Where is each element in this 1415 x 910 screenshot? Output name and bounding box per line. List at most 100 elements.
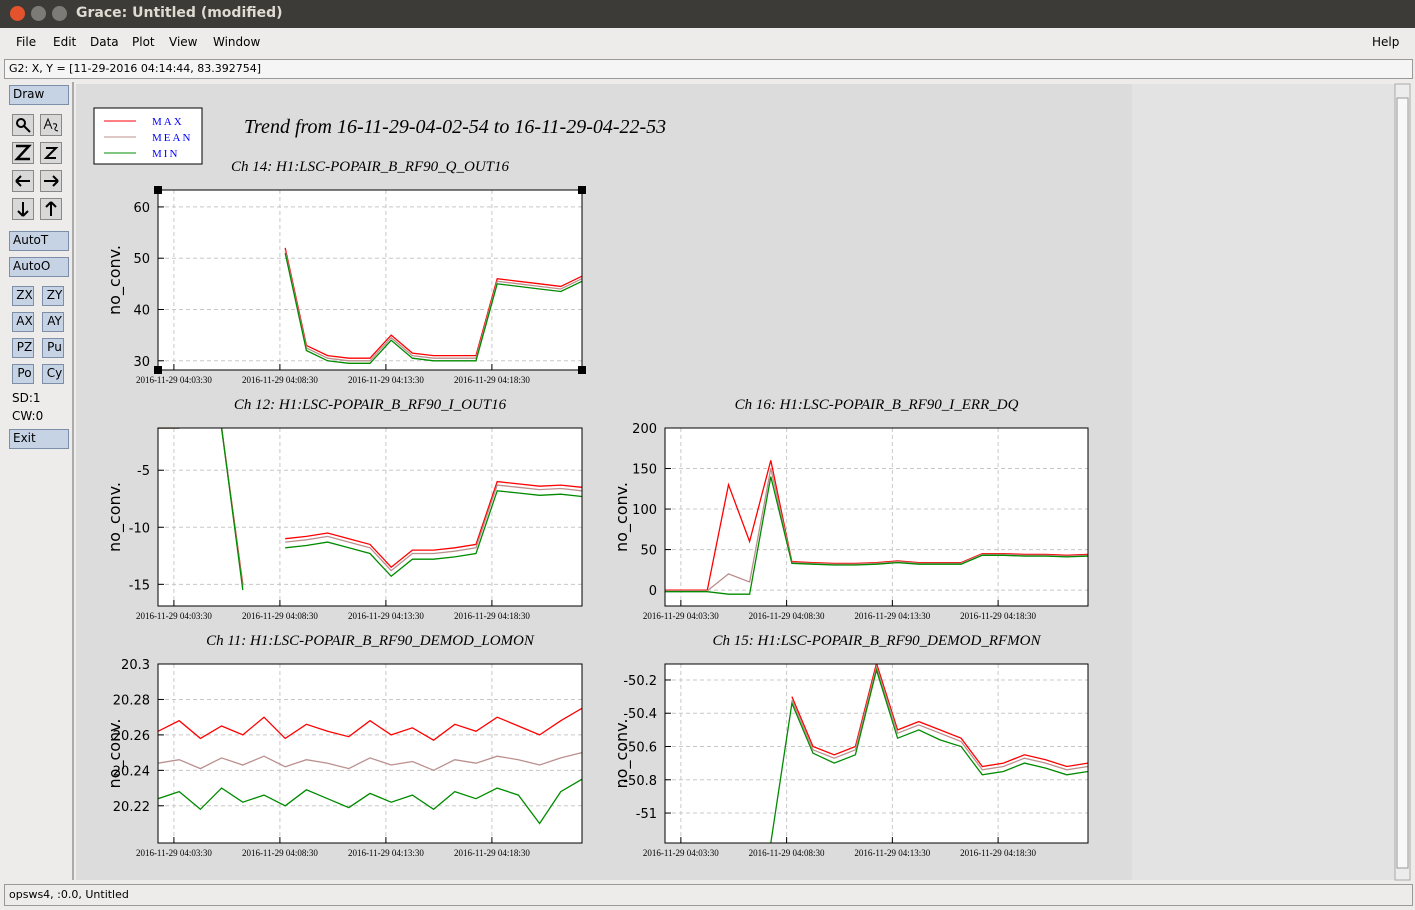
- ay-button[interactable]: AY: [42, 312, 64, 332]
- y-axis-label: no_conv.: [612, 482, 632, 552]
- canvas: Trend from 16-11-29-04-02-54 to 16-11-29…: [93, 83, 1411, 881]
- chart-title: Ch 16: H1:LSC-POPAIR_B_RF90_I_ERR_DQ: [735, 397, 1019, 413]
- y-tick-label: 50: [640, 544, 657, 559]
- zoom-small-button[interactable]: [40, 142, 62, 164]
- y-tick-label: 40: [133, 303, 150, 318]
- po-button[interactable]: Po: [12, 364, 34, 384]
- plot-frame: [664, 663, 1089, 844]
- autot-button[interactable]: AutoT: [9, 231, 69, 251]
- selection-handle: [578, 366, 586, 374]
- y-tick-label: -50.8: [623, 774, 657, 789]
- scroll-down[interactable]: [12, 198, 34, 220]
- x-tick-label: 2016-11-29 04:08:30: [749, 611, 825, 621]
- minimize-button[interactable]: [31, 6, 46, 21]
- main-title: Trend from 16-11-29-04-02-54 to 16-11-29…: [244, 116, 666, 138]
- pu-button[interactable]: Pu: [42, 338, 64, 358]
- plot-area: [158, 428, 582, 606]
- series-line: [158, 778, 582, 825]
- title-bar: Grace: Untitled (modified): [0, 0, 1415, 28]
- zx-button[interactable]: ZX: [12, 286, 34, 306]
- x-tick-label: 2016-11-29 04:03:30: [136, 375, 212, 385]
- x-tick-label: 2016-11-29 04:03:30: [136, 848, 212, 858]
- chart-title: Ch 11: H1:LSC-POPAIR_B_RF90_DEMOD_LOMON: [206, 633, 535, 649]
- plot-frame: [157, 189, 583, 371]
- y-tick-label: 150: [632, 463, 657, 478]
- autoscale-button[interactable]: [12, 142, 34, 164]
- y-tick-label: 0: [649, 584, 657, 599]
- cw-label: CW:0: [12, 409, 44, 423]
- exit-button[interactable]: Exit: [9, 429, 69, 449]
- selection-handle: [154, 366, 162, 374]
- sd-label: SD:1: [12, 391, 41, 405]
- selection-handle: [578, 186, 586, 194]
- chart-title: Ch 12: H1:LSC-POPAIR_B_RF90_I_OUT16: [234, 397, 507, 413]
- y-tick-label: -50.6: [623, 741, 657, 756]
- y-axis-label: no_conv.: [105, 245, 125, 315]
- y-tick-label: 20.26: [113, 729, 150, 744]
- text-button[interactable]: [40, 114, 62, 136]
- x-tick-label: 2016-11-29 04:13:30: [348, 848, 424, 858]
- plot-area: [158, 190, 582, 370]
- selection-handle: [154, 186, 162, 194]
- x-tick-label: 2016-11-29 04:03:30: [136, 611, 212, 621]
- x-tick-label: 2016-11-29 04:18:30: [454, 848, 530, 858]
- y-tick-label: 50: [133, 252, 150, 267]
- legend-box: [93, 107, 203, 165]
- scroll-left[interactable]: [12, 170, 34, 192]
- window-title: Grace: Untitled (modified): [76, 5, 283, 21]
- x-tick-label: 2016-11-29 04:18:30: [960, 848, 1036, 858]
- series-line: [770, 667, 1088, 843]
- cy-button[interactable]: Cy: [42, 364, 64, 384]
- menu-bar: File Edit Data Plot View Window Help: [0, 28, 1415, 56]
- y-tick-label: 200: [632, 422, 657, 437]
- menu-window[interactable]: Window: [213, 35, 261, 49]
- autoo-button[interactable]: AutoO: [9, 257, 69, 277]
- menu-view[interactable]: View: [169, 35, 198, 49]
- series-line: [665, 468, 1088, 592]
- plot-frame: [157, 663, 583, 844]
- series-line: [284, 247, 582, 359]
- y-tick-label: 20.24: [113, 764, 150, 779]
- series-line: [158, 707, 582, 741]
- draw-button[interactable]: Draw: [9, 85, 69, 105]
- legend-label: MEAN: [152, 132, 192, 144]
- scroll-up[interactable]: [40, 198, 62, 220]
- scroll-right[interactable]: [40, 170, 62, 192]
- x-tick-label: 2016-11-29 04:08:30: [749, 848, 825, 858]
- x-tick-label: 2016-11-29 04:18:30: [454, 375, 530, 385]
- ax-button[interactable]: AX: [12, 312, 34, 332]
- pz-button[interactable]: PZ: [12, 338, 34, 358]
- y-tick-label: -15: [129, 578, 150, 593]
- menu-help[interactable]: Help: [1372, 35, 1400, 49]
- menu-data[interactable]: Data: [90, 35, 119, 49]
- y-tick-label: -51: [636, 807, 657, 822]
- y-tick-label: 20.22: [113, 800, 150, 815]
- y-tick-label: 100: [632, 503, 657, 518]
- zoom-button[interactable]: [12, 114, 34, 136]
- chart-title: Ch 15: H1:LSC-POPAIR_B_RF90_DEMOD_RFMON: [712, 633, 1041, 649]
- series-line: [665, 460, 1088, 591]
- status-bar: opsws4, :0.0, Untitled: [4, 884, 1413, 906]
- plot-area: [665, 428, 1088, 606]
- series-line: [284, 252, 582, 364]
- menu-plot[interactable]: Plot: [132, 35, 155, 49]
- scroll-thumb[interactable]: [1396, 97, 1409, 869]
- plot-area: [665, 664, 1088, 843]
- series-line: [791, 664, 1088, 768]
- x-tick-label: 2016-11-29 04:13:30: [348, 375, 424, 385]
- menu-file[interactable]: File: [16, 35, 37, 49]
- y-axis-label: no_conv.: [105, 719, 125, 789]
- y-tick-label: -50.2: [623, 674, 657, 689]
- x-tick-label: 2016-11-29 04:13:30: [854, 848, 930, 858]
- maximize-button[interactable]: [52, 6, 67, 21]
- x-tick-label: 2016-11-29 04:08:30: [242, 375, 318, 385]
- menu-edit[interactable]: Edit: [53, 35, 77, 49]
- close-button[interactable]: [10, 6, 25, 21]
- x-tick-label: 2016-11-29 04:13:30: [348, 611, 424, 621]
- series-line: [158, 751, 582, 772]
- y-axis-label: no_conv.: [612, 719, 632, 789]
- y-tick-label: 20.28: [113, 693, 150, 708]
- zy-button[interactable]: ZY: [42, 286, 64, 306]
- legend-label: MAX: [152, 116, 184, 128]
